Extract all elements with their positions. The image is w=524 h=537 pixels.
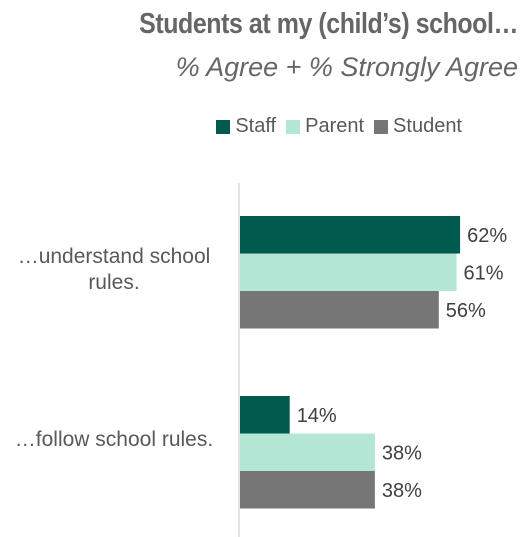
chart-subtitle: % Agree + % Strongly Agree (175, 52, 518, 82)
bar-staff-2 (240, 396, 290, 434)
bar-parent-1 (240, 253, 457, 291)
legend-swatch-staff (216, 119, 231, 134)
data-label-parent-2: 38% (382, 442, 422, 464)
data-label-student-2: 38% (382, 480, 422, 502)
legend-label-student: Student (393, 115, 462, 137)
bar-student-1 (240, 291, 439, 329)
bar-staff-1 (240, 216, 461, 254)
category-label-follow: …follow school rules. (14, 428, 214, 451)
legend-label-staff: Staff (235, 115, 277, 137)
legend-swatch-student (374, 119, 389, 134)
data-label-staff-1: 62% (467, 225, 507, 247)
legend-swatch-parent (286, 119, 301, 134)
bar-student-2 (240, 471, 375, 509)
legend-item-student: Student (374, 115, 462, 138)
data-label-parent-1: 61% (464, 262, 504, 284)
bar-parent-2 (240, 433, 375, 471)
legend-label-parent: Parent (305, 115, 365, 137)
data-label-student-1: 56% (446, 300, 486, 322)
legend: Staff Parent Student (0, 115, 524, 138)
legend-item-parent: Parent (286, 115, 364, 138)
category-label-understand: …understand school rules. (17, 245, 211, 294)
data-label-staff-2: 14% (297, 405, 337, 427)
chart-title: Students at my (child’s) school… (139, 8, 518, 40)
legend-item-staff: Staff (216, 115, 276, 138)
